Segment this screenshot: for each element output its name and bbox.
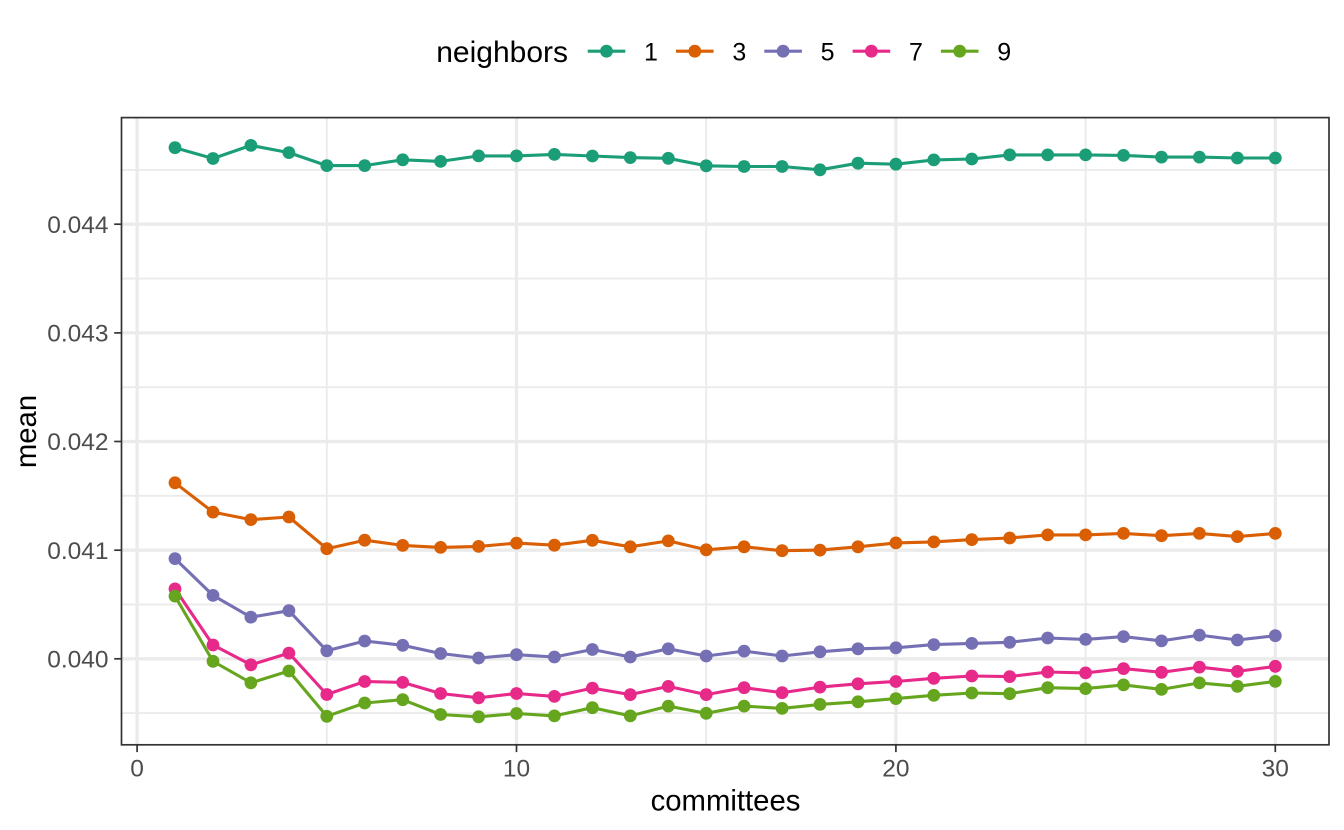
- svg-text:1: 1: [644, 39, 658, 67]
- svg-text:3: 3: [732, 39, 746, 67]
- svg-text:5: 5: [821, 39, 835, 67]
- svg-text:mean: mean: [10, 395, 43, 468]
- svg-text:0.040: 0.040: [47, 647, 108, 674]
- svg-text:30: 30: [1262, 756, 1289, 783]
- svg-text:7: 7: [909, 39, 923, 67]
- svg-text:0.041: 0.041: [47, 538, 108, 565]
- svg-text:0.044: 0.044: [47, 212, 108, 239]
- svg-text:neighbors: neighbors: [436, 36, 568, 69]
- svg-text:committees: committees: [651, 785, 801, 818]
- svg-text:10: 10: [503, 756, 530, 783]
- svg-text:0: 0: [130, 756, 144, 783]
- svg-text:0.042: 0.042: [47, 429, 108, 456]
- svg-text:9: 9: [997, 39, 1011, 67]
- svg-text:0.043: 0.043: [47, 321, 108, 348]
- svg-text:20: 20: [882, 756, 909, 783]
